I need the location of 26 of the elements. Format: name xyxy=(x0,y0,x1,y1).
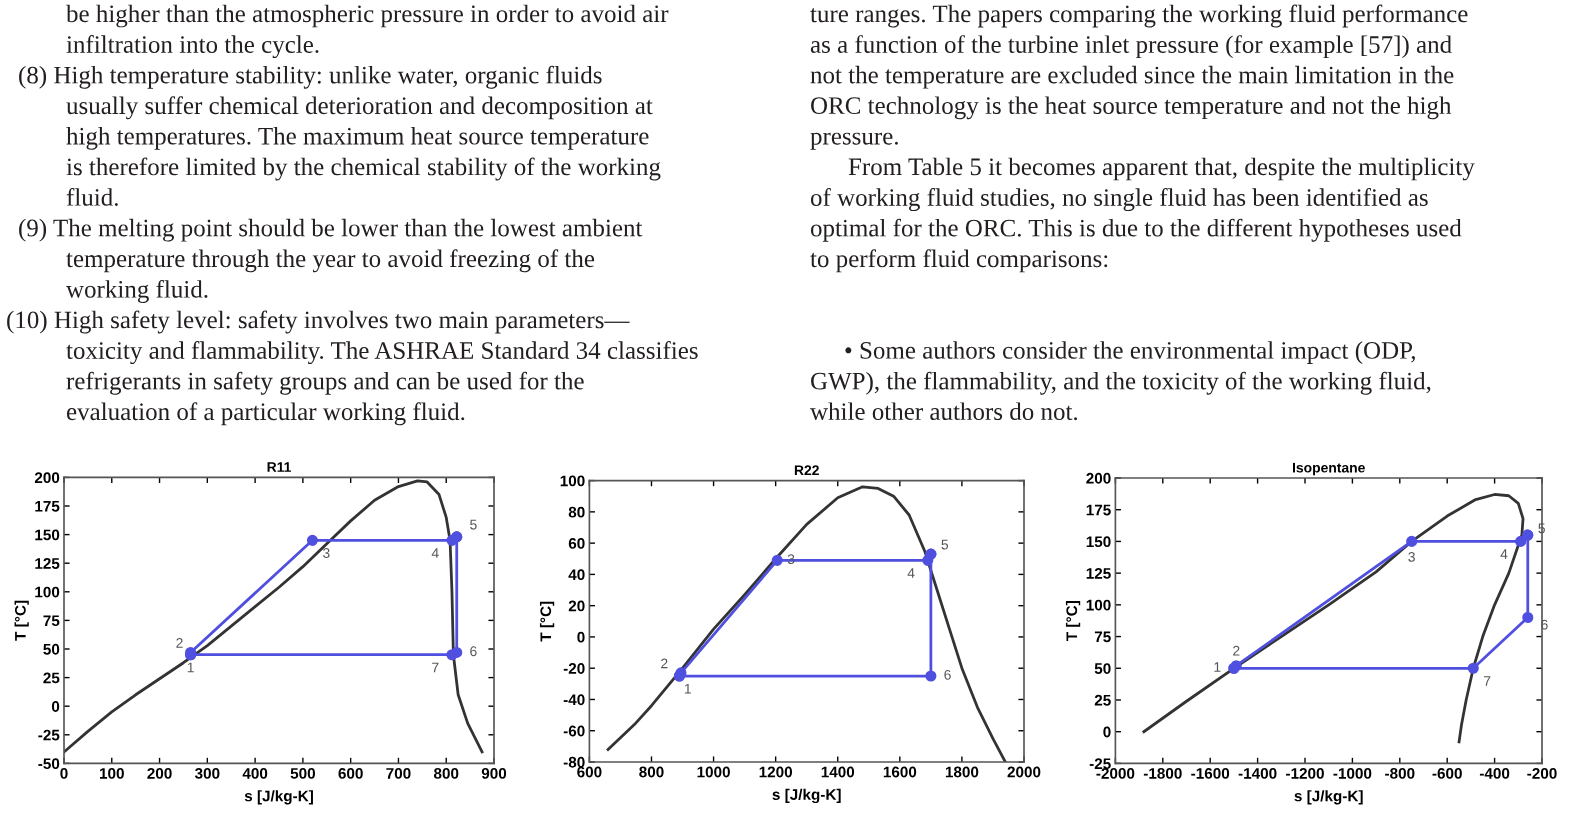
text: • Some authors consider the environmental impact (ODP, xyxy=(845,341,1415,364)
text: high temperatures. The maximum heat source temperature xyxy=(66,127,649,150)
text: evaluation of a particular working fluid. xyxy=(66,402,465,426)
text: (10) High safety level: safety involves two main parameters— xyxy=(7,310,630,334)
text: (9) The melting point should be lower than the lowest ambient xyxy=(19,218,643,242)
text: not the temperature are excluded since the main limitation in the xyxy=(810,65,1454,89)
text: be higher than the atmospheric pressure in order to avoid air xyxy=(66,4,669,28)
text: to perform fluid comparisons: xyxy=(810,249,1108,273)
text: GWP), the flammability, and the toxicity of the working fluid, xyxy=(811,371,1431,395)
text: working fluid. xyxy=(66,279,208,303)
text: infiltration into the cycle. xyxy=(66,35,319,59)
text: fluid. xyxy=(66,188,118,206)
text: usually suffer chemical deterioration and decomposition at xyxy=(66,96,653,120)
text: while other authors do not. xyxy=(810,402,1078,421)
text: temperature through the year to avoid freezing of the xyxy=(66,249,595,273)
text: (8) High temperature stability: unlike water, organic fluids xyxy=(19,65,602,89)
text: optimal for the ORC. This is due to the different hypotheses used xyxy=(810,218,1462,242)
text: of working fluid studies, no single fluid has been identified as xyxy=(810,188,1428,212)
text: pressure. xyxy=(810,132,898,150)
text: toxicity and flammability. The ASHRAE Standard 34 classifies xyxy=(66,341,698,365)
text: refrigerants in safety groups and can be used for the xyxy=(66,371,584,395)
text: ture ranges. The papers comparing the working fluid performance xyxy=(810,4,1468,28)
text: ORC technology is the heat source temperature and not the high xyxy=(811,96,1452,120)
text: as a function of the turbine inlet pressure (for example [57]) and xyxy=(810,35,1452,59)
text: is therefore limited by the chemical stability of the working xyxy=(66,157,661,181)
text: From Table 5 it becomes apparent that, despite the multiplicity xyxy=(848,157,1475,181)
